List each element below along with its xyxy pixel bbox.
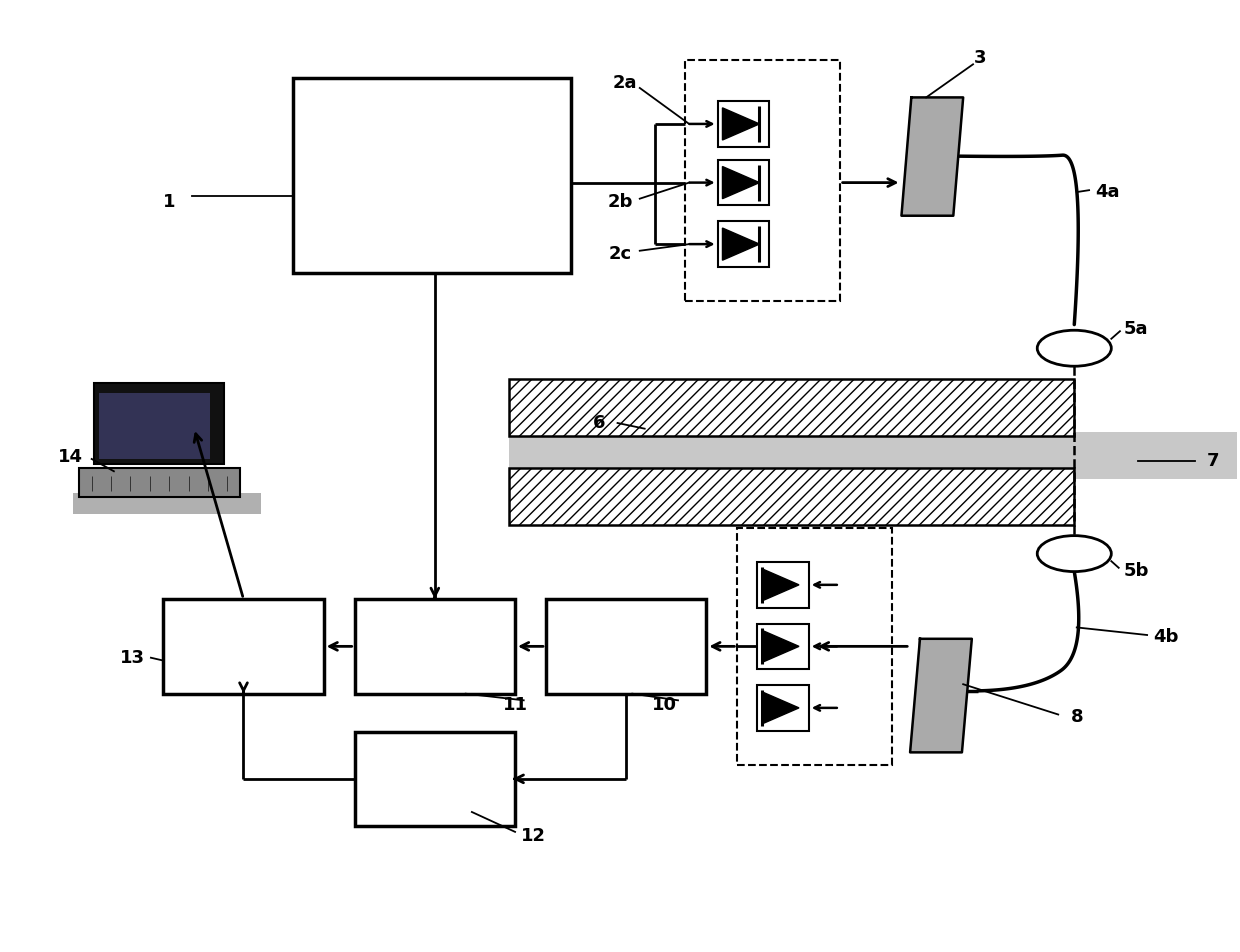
- Bar: [758, 562, 808, 607]
- Polygon shape: [761, 568, 799, 601]
- Bar: [508, 431, 1240, 479]
- Bar: [546, 599, 707, 694]
- Text: 5b: 5b: [1123, 562, 1148, 580]
- Text: 8: 8: [1070, 708, 1083, 726]
- Polygon shape: [910, 639, 972, 752]
- Polygon shape: [723, 108, 759, 140]
- Polygon shape: [761, 692, 799, 724]
- Bar: [686, 60, 839, 301]
- Text: 2c: 2c: [609, 245, 631, 263]
- Bar: [79, 468, 239, 497]
- Text: 2a: 2a: [613, 74, 637, 92]
- Bar: [293, 78, 570, 272]
- Bar: [718, 222, 769, 267]
- Bar: [738, 528, 892, 764]
- Bar: [718, 160, 769, 206]
- Bar: [94, 384, 223, 464]
- Text: 1: 1: [164, 192, 176, 210]
- Text: 12: 12: [521, 826, 546, 844]
- Text: 13: 13: [120, 648, 145, 666]
- Text: 14: 14: [58, 448, 83, 466]
- Bar: [508, 380, 1074, 436]
- Bar: [758, 624, 808, 669]
- Ellipse shape: [1037, 536, 1111, 571]
- Bar: [758, 685, 808, 730]
- Text: 2b: 2b: [608, 192, 632, 210]
- Text: 4b: 4b: [1153, 628, 1178, 645]
- Ellipse shape: [1037, 330, 1111, 367]
- Polygon shape: [901, 97, 963, 216]
- Polygon shape: [761, 630, 799, 663]
- Text: 10: 10: [652, 696, 677, 714]
- Polygon shape: [723, 167, 759, 199]
- Polygon shape: [723, 228, 759, 260]
- Text: 3: 3: [975, 49, 987, 67]
- Bar: [164, 599, 324, 694]
- Bar: [718, 101, 769, 147]
- Text: 5a: 5a: [1123, 320, 1148, 338]
- Bar: [355, 731, 515, 826]
- Text: 6: 6: [593, 414, 605, 432]
- Bar: [99, 393, 210, 459]
- Text: 11: 11: [502, 696, 527, 714]
- Bar: [73, 493, 260, 514]
- Text: 4a: 4a: [1095, 183, 1120, 201]
- Bar: [355, 599, 515, 694]
- Bar: [508, 468, 1074, 526]
- Text: 7: 7: [1207, 452, 1219, 470]
